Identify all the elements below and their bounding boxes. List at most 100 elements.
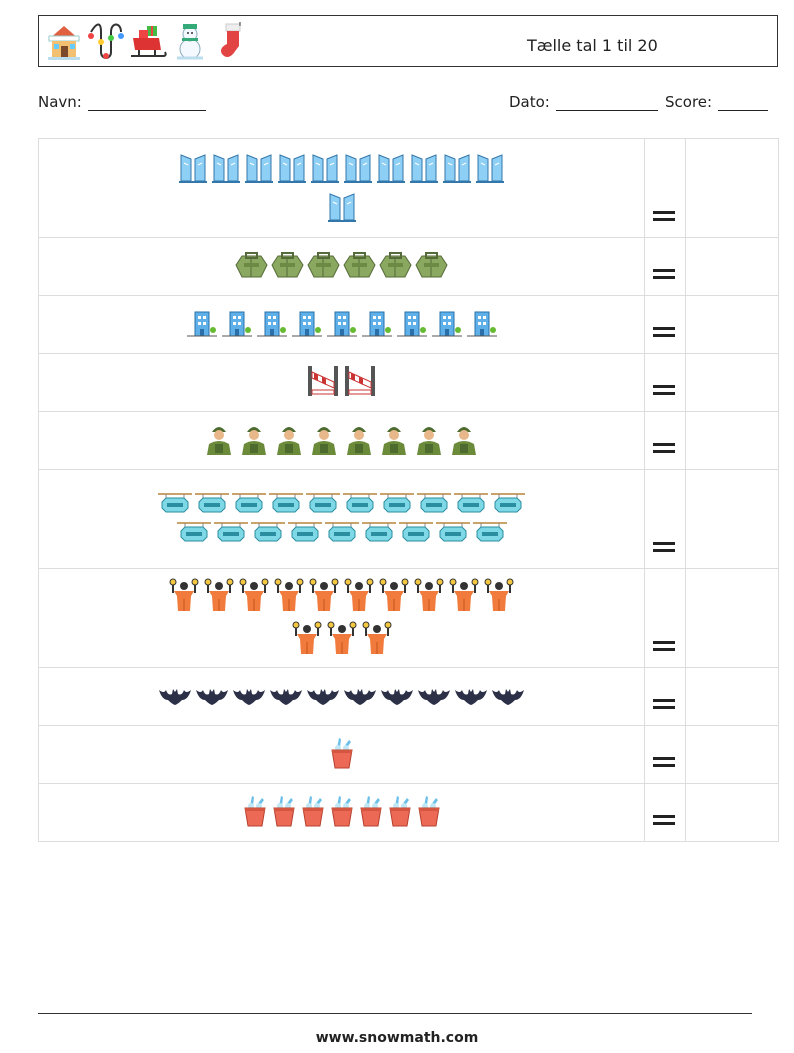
ice-bucket-icon (387, 794, 413, 832)
answer-box[interactable] (685, 783, 779, 842)
answer-box[interactable] (685, 353, 779, 412)
glass-building-icon (442, 151, 472, 187)
score-line[interactable] (718, 94, 769, 111)
picture-row (39, 521, 644, 547)
answer-box[interactable] (685, 295, 779, 354)
hotel-sign-icon (398, 521, 433, 547)
ice-bucket-icon (271, 794, 297, 832)
bat-icon (380, 684, 414, 710)
equals-cell (644, 295, 687, 354)
equals-cell (644, 138, 687, 238)
question-row (37, 411, 779, 470)
traffic-controller-icon (203, 577, 235, 617)
soldier-icon (238, 422, 270, 460)
road-barrier-icon (343, 364, 377, 402)
glass-building-icon (277, 151, 307, 187)
equals-sign (653, 695, 676, 713)
soldier-icon (448, 422, 480, 460)
glass-building-icon (244, 151, 274, 187)
score-label: Score: (665, 93, 713, 111)
hotel-sign-icon (213, 521, 248, 547)
question-row (37, 469, 779, 569)
answer-box[interactable] (685, 725, 779, 784)
equals-sign (653, 637, 676, 655)
answer-box[interactable] (685, 568, 779, 668)
bat-icon (417, 684, 451, 710)
backpack-icon (307, 251, 340, 283)
date-field[interactable]: Dato: (509, 93, 658, 111)
city-building-icon (326, 308, 358, 342)
hotel-sign-icon (435, 521, 470, 547)
answer-box[interactable] (685, 138, 779, 238)
answer-box[interactable] (685, 237, 779, 296)
sleigh-icon (131, 26, 167, 57)
hotel-sign-icon (158, 492, 193, 518)
backpack-icon (271, 251, 304, 283)
bat-icon (491, 684, 525, 710)
picture-row (39, 308, 644, 342)
glass-building-icon (211, 151, 241, 187)
picture-cell (37, 138, 646, 238)
bat-icon (454, 684, 488, 710)
ice-bucket-icon (242, 794, 268, 832)
answer-box[interactable] (685, 667, 779, 726)
hotel-sign-icon (306, 492, 341, 518)
backpack-icon (415, 251, 448, 283)
picture-cell (37, 295, 646, 354)
date-line[interactable] (555, 94, 658, 111)
question-row (37, 295, 779, 354)
footer-divider (38, 1013, 752, 1014)
hotel-sign-icon (417, 492, 452, 518)
traffic-controller-icon (291, 620, 323, 660)
picture-row (39, 190, 644, 226)
score-field[interactable]: Score: (665, 93, 769, 111)
picture-row (39, 151, 644, 187)
picture-cell (37, 725, 646, 784)
backpack-icon (235, 251, 268, 283)
answer-box[interactable] (685, 469, 779, 569)
traffic-controller-icon (483, 577, 515, 617)
glass-building-icon (178, 151, 208, 187)
hotel-sign-icon (195, 492, 230, 518)
city-building-icon (256, 308, 288, 342)
traffic-controller-icon (448, 577, 480, 617)
hotel-sign-icon (287, 521, 322, 547)
city-building-icon (186, 308, 218, 342)
traffic-controller-icon (413, 577, 445, 617)
equals-cell (644, 783, 687, 842)
glass-building-icon (310, 151, 340, 187)
question-row (37, 725, 779, 784)
page-title: Tælle tal 1 til 20 (527, 36, 658, 55)
answer-box[interactable] (685, 411, 779, 470)
hotel-sign-icon (380, 492, 415, 518)
traffic-controller-icon (168, 577, 200, 617)
ice-bucket-icon (416, 794, 442, 832)
ice-bucket-icon (329, 794, 355, 832)
question-row (37, 353, 779, 412)
bat-icon (269, 684, 303, 710)
backpack-icon (379, 251, 412, 283)
picture-row (39, 422, 644, 460)
name-label: Navn: (38, 93, 82, 111)
road-barrier-icon (306, 364, 340, 402)
hotel-sign-icon (491, 492, 526, 518)
hotel-sign-icon (472, 521, 507, 547)
question-row (37, 237, 779, 296)
picture-row (39, 684, 644, 710)
bat-icon (195, 684, 229, 710)
soldier-icon (308, 422, 340, 460)
soldier-icon (203, 422, 235, 460)
hotel-sign-icon (250, 521, 285, 547)
city-building-icon (396, 308, 428, 342)
equals-sign (653, 381, 676, 399)
stocking-icon (221, 22, 241, 57)
question-row (37, 667, 779, 726)
lights-icon (88, 23, 124, 59)
bat-icon (306, 684, 340, 710)
equals-cell (644, 568, 687, 668)
name-field[interactable]: Navn: (38, 93, 206, 111)
picture-row (39, 736, 644, 774)
name-line[interactable] (87, 94, 206, 111)
ice-bucket-icon (300, 794, 326, 832)
glass-building-icon (343, 151, 373, 187)
